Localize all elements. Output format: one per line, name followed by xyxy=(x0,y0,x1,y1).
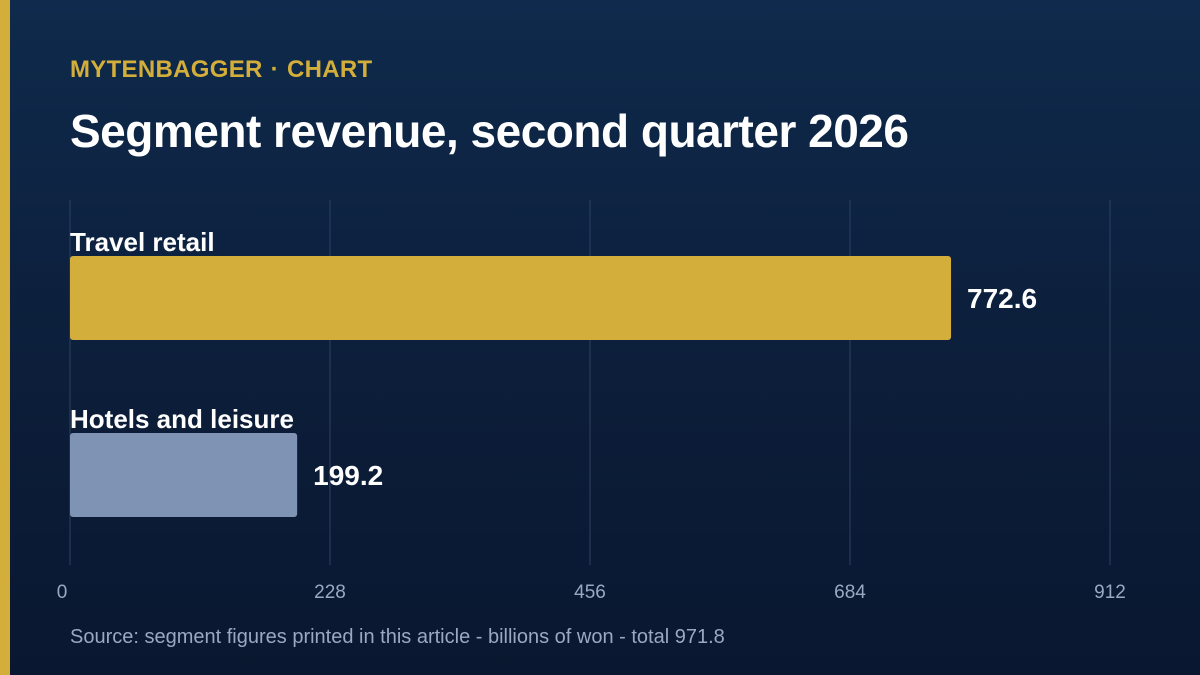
section-label: CHART xyxy=(286,56,373,83)
source-note: Source: segment figures printed in this … xyxy=(70,626,725,648)
x-tick-label: 0 xyxy=(57,582,68,603)
kicker: MYTENBAGGER · CHART xyxy=(70,56,372,84)
x-tick-label: 912 xyxy=(1094,582,1126,603)
value-label: 199.2 xyxy=(313,460,383,491)
x-tick-label: 684 xyxy=(834,582,866,603)
x-tick-label: 456 xyxy=(574,582,606,603)
category-label: Hotels and leisure xyxy=(70,404,294,434)
accent-bar xyxy=(0,0,10,675)
value-label: 772.6 xyxy=(967,283,1037,314)
bar xyxy=(70,433,298,517)
kicker-separator: · xyxy=(270,56,279,83)
bar xyxy=(70,256,952,340)
category-label: Travel retail xyxy=(70,227,215,257)
x-tick-label: 228 xyxy=(314,582,346,603)
brand-label: MYTENBAGGER xyxy=(70,56,263,83)
chart-title: Segment revenue, second quarter 2026 xyxy=(70,105,909,157)
